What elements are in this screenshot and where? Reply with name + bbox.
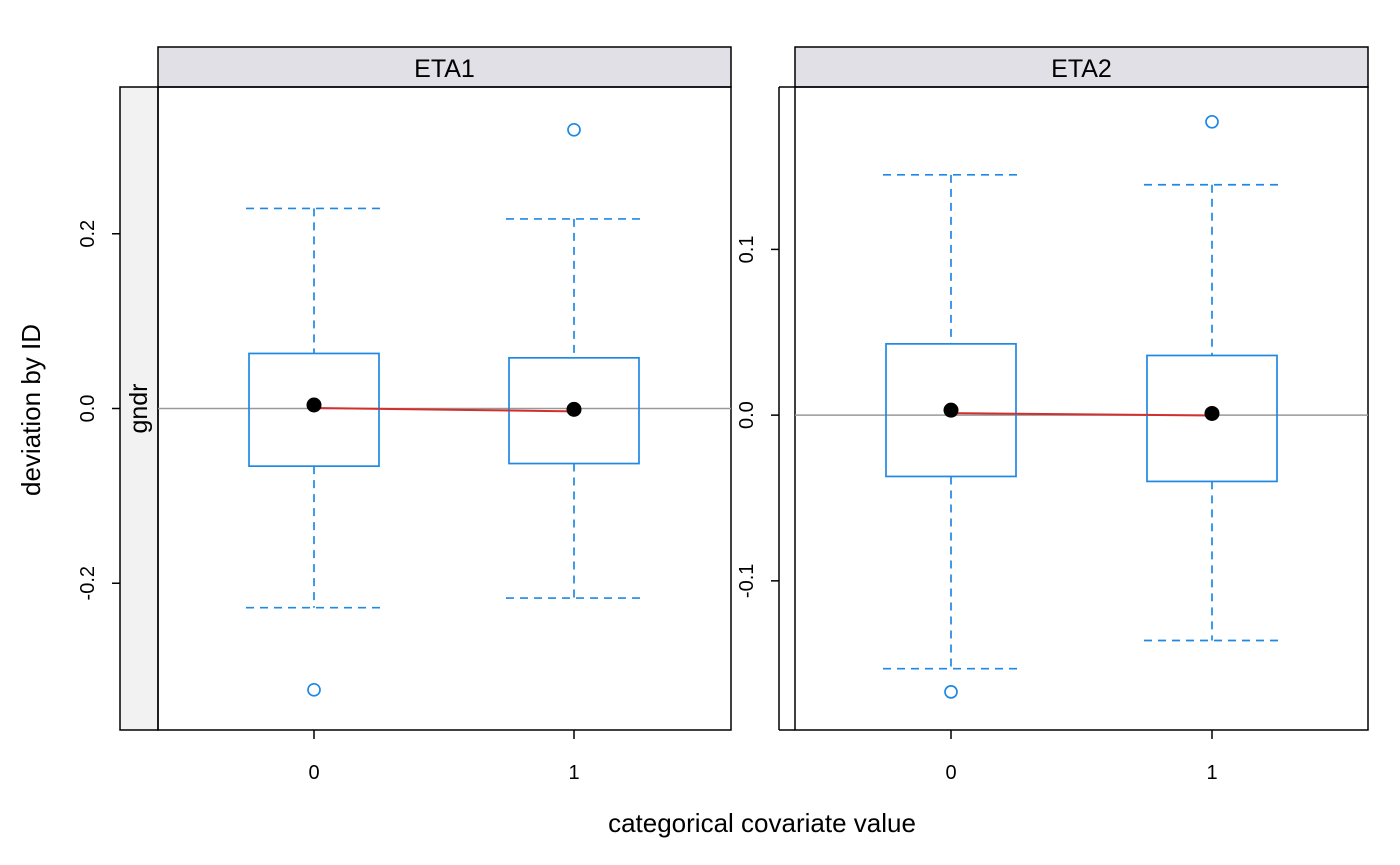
panel-eta2: ETA2 -0.1 0.0 0.1 0 1 [736, 46, 1369, 784]
mean-point [566, 401, 582, 417]
box-1 [1144, 114, 1280, 642]
iqr-box [1146, 354, 1278, 483]
mean-point [1204, 405, 1220, 421]
mean-line [950, 412, 1213, 417]
panels: gndr ETA1 -0.2 0.0 0.2 0 1 ETA2 -0.1 0.0 0.1 0 1 [77, 46, 1369, 784]
x-tick-label: 0 [308, 762, 319, 784]
mean-point [306, 397, 322, 413]
panel-title: ETA1 [414, 55, 475, 83]
iqr-box [885, 343, 1017, 478]
y-tick-label: -0.2 [77, 566, 99, 600]
outlier-point [1205, 114, 1219, 129]
y-tick-label: 0.0 [736, 401, 758, 429]
panel-strip [794, 46, 1369, 88]
x-axis-title: categorical covariate value [608, 808, 916, 838]
outlier-point [307, 682, 321, 697]
panel-title: ETA2 [1051, 55, 1112, 83]
x-tick-label: 1 [1206, 762, 1217, 784]
outlier-point [567, 122, 581, 137]
y-tick-label: 0.1 [736, 236, 758, 264]
x-tick-label: 1 [568, 762, 579, 784]
side-strip [119, 86, 159, 731]
mean-point [943, 402, 959, 418]
panel-eta1: gndr ETA1 -0.2 0.0 0.2 0 1 [77, 46, 732, 784]
y-tick-label: -0.1 [736, 564, 758, 598]
panel-frame [794, 86, 1369, 731]
y-tick-label: 0.0 [77, 395, 99, 423]
box-0 [246, 207, 382, 697]
y-tick-label: 0.2 [77, 220, 99, 248]
side-strip-label: gndr [125, 383, 153, 433]
panel-strip [157, 46, 732, 88]
x-tick-label: 0 [945, 762, 956, 784]
y-axis-title: deviation by ID [16, 324, 46, 496]
mean-line [313, 407, 575, 413]
box-1 [506, 122, 642, 599]
outlier-point [944, 685, 958, 699]
box-0 [883, 173, 1019, 699]
